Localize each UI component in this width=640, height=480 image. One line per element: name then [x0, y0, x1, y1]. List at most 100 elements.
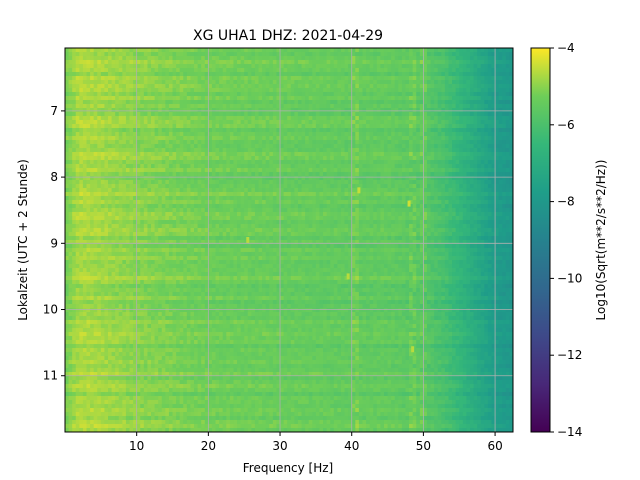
- heatmap-cell: [172, 116, 177, 121]
- heatmap-cell: [136, 188, 141, 193]
- heatmap-cell: [491, 160, 496, 165]
- heatmap-cell: [219, 148, 224, 153]
- heatmap-cell: [68, 52, 73, 57]
- heatmap-cell: [484, 120, 489, 125]
- heatmap-cell: [79, 200, 84, 205]
- heatmap-cell: [244, 56, 249, 61]
- heatmap-cell: [186, 92, 192, 97]
- heatmap-cell: [391, 152, 396, 157]
- heatmap-cell: [380, 92, 385, 97]
- heatmap-cell: [125, 196, 131, 201]
- heatmap-cell: [154, 184, 159, 189]
- heatmap-cell: [240, 176, 245, 181]
- heatmap-cell: [226, 56, 231, 61]
- heatmap-cell: [143, 200, 149, 205]
- heatmap-cell: [280, 168, 285, 173]
- heatmap-cell: [491, 116, 496, 121]
- heatmap-cell: [226, 100, 231, 105]
- heatmap-cell: [147, 124, 152, 129]
- heatmap-cell: [326, 148, 331, 153]
- heatmap-cell: [459, 196, 464, 201]
- heatmap-cell: [340, 196, 346, 201]
- heatmap-cell: [301, 72, 306, 77]
- heatmap-cell: [75, 188, 80, 193]
- heatmap-cell: [93, 196, 98, 201]
- heatmap-cell: [136, 112, 141, 117]
- heatmap-cell: [380, 160, 385, 165]
- heatmap-cell: [197, 72, 202, 77]
- heatmap-cell: [505, 148, 511, 153]
- heatmap-cell: [262, 164, 267, 169]
- heatmap-cell: [265, 60, 270, 65]
- heatmap-cell: [348, 160, 353, 165]
- heatmap-cell: [387, 192, 392, 197]
- heatmap-cell: [147, 100, 152, 105]
- heatmap-cell: [434, 88, 439, 93]
- heatmap-cell: [473, 116, 478, 121]
- heatmap-cell: [305, 152, 310, 157]
- heatmap-cell: [280, 108, 285, 113]
- heatmap-cell: [412, 140, 417, 145]
- heatmap-cell: [190, 156, 195, 161]
- heatmap-cell: [308, 140, 313, 145]
- heatmap-cell: [72, 96, 77, 101]
- heatmap-cell: [258, 92, 263, 97]
- heatmap-cell: [158, 68, 163, 73]
- heatmap-cell: [419, 136, 424, 141]
- heatmap-cell: [108, 84, 113, 89]
- heatmap-cell: [215, 88, 220, 93]
- heatmap-cell: [219, 100, 224, 105]
- heatmap-cell: [111, 176, 116, 181]
- heatmap-cell: [366, 132, 371, 137]
- heatmap-cell: [215, 92, 220, 97]
- heatmap-cell: [172, 160, 177, 165]
- heatmap-cell: [495, 120, 500, 125]
- heatmap-cell: [502, 64, 507, 69]
- heatmap-cell: [466, 96, 471, 101]
- heatmap-cell: [333, 108, 338, 113]
- heatmap-cell: [140, 60, 145, 65]
- heatmap-cell: [430, 128, 435, 133]
- heatmap-cell: [426, 84, 432, 89]
- heatmap-cell: [258, 200, 263, 205]
- heatmap-cell: [448, 116, 453, 121]
- heatmap-cell: [233, 68, 238, 73]
- heatmap-cell: [434, 116, 439, 121]
- heatmap-cell: [211, 100, 217, 105]
- heatmap-cell: [179, 144, 184, 149]
- heatmap-cell: [254, 144, 260, 149]
- heatmap-cell: [183, 124, 188, 129]
- heatmap-cell: [237, 152, 242, 157]
- heatmap-cell: [258, 148, 263, 153]
- heatmap-cell: [233, 48, 238, 53]
- heatmap-cell: [383, 96, 389, 101]
- heatmap-cell: [287, 148, 292, 153]
- heatmap-cell: [383, 132, 389, 137]
- heatmap-cell: [100, 136, 106, 141]
- heatmap-cell: [172, 80, 177, 85]
- heatmap-cell: [237, 100, 242, 105]
- heatmap-cell: [484, 184, 489, 189]
- heatmap-cell: [90, 72, 95, 77]
- heatmap-cell: [229, 148, 235, 153]
- heatmap-cell: [179, 160, 184, 165]
- heatmap-cell: [437, 124, 442, 129]
- heatmap-cell: [197, 100, 202, 105]
- heatmap-cell: [362, 156, 367, 161]
- heatmap-cell: [79, 124, 84, 129]
- heatmap-cell: [452, 72, 457, 77]
- heatmap-cell: [495, 128, 500, 133]
- heatmap-cell: [319, 56, 324, 61]
- heatmap-cell: [333, 56, 338, 61]
- heatmap-cell: [165, 180, 170, 185]
- heatmap-cell: [387, 84, 392, 89]
- heatmap-cell: [129, 184, 134, 189]
- heatmap-cell: [229, 192, 235, 197]
- heatmap-cell: [484, 204, 489, 209]
- heatmap-cell: [208, 144, 213, 149]
- heatmap-cell: [484, 172, 489, 177]
- heatmap-cell: [469, 192, 475, 197]
- heatmap-cell: [419, 164, 424, 169]
- heatmap-cell: [208, 48, 213, 53]
- heatmap-cell: [211, 108, 217, 113]
